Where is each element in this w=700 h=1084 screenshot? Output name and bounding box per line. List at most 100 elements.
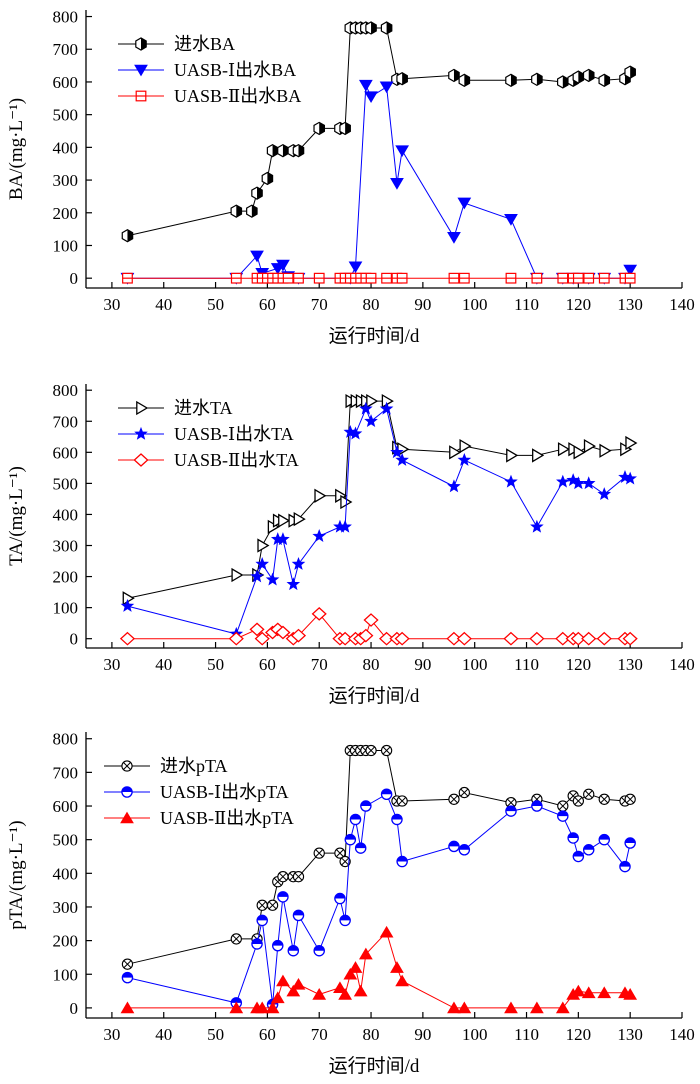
- x-tick-label: 100: [462, 1025, 488, 1044]
- data-point: [505, 272, 517, 284]
- series-2: [120, 79, 638, 285]
- data-point: [447, 232, 461, 244]
- data-point: [531, 800, 543, 812]
- x-axis-title: 运行时间/d: [329, 685, 420, 707]
- y-tick-label: 600: [53, 73, 79, 92]
- x-tick-label: 60: [259, 295, 276, 314]
- data-point: [121, 958, 134, 970]
- data-point: [583, 438, 596, 454]
- data-point: [581, 476, 596, 490]
- data-point: [353, 984, 368, 997]
- data-point: [557, 810, 569, 822]
- data-point: [456, 631, 472, 646]
- x-tick-label: 130: [617, 295, 643, 314]
- y-tick-label: 400: [53, 138, 79, 157]
- data-point: [532, 448, 545, 463]
- x-tick-label: 120: [566, 655, 592, 674]
- data-point: [255, 557, 269, 570]
- x-tick-label: 30: [103, 1025, 120, 1044]
- data-point: [365, 272, 377, 284]
- data-point: [390, 961, 404, 973]
- data-point: [364, 414, 378, 428]
- x-tick-label: 60: [259, 655, 276, 674]
- y-tick-label: 100: [53, 965, 79, 984]
- data-point: [531, 72, 543, 87]
- data-point: [231, 567, 244, 583]
- data-point: [531, 272, 543, 284]
- y-tick-label: 300: [53, 171, 79, 190]
- data-point: [254, 631, 270, 646]
- data-point: [334, 892, 346, 905]
- data-point: [596, 631, 612, 646]
- data-point: [582, 68, 595, 83]
- y-tick-label: 400: [53, 864, 79, 883]
- series-3: [120, 925, 638, 1014]
- data-point: [379, 81, 394, 94]
- legend-marker: [121, 786, 133, 798]
- series-3: [119, 606, 638, 646]
- data-point: [572, 272, 584, 284]
- data-point: [581, 631, 597, 646]
- x-tick-label: 80: [363, 1025, 380, 1044]
- y-tick-label: 700: [53, 412, 79, 431]
- data-point: [277, 891, 289, 903]
- data-point: [380, 21, 393, 35]
- data-point: [314, 488, 327, 503]
- legend-entry: 进水BA: [118, 34, 235, 54]
- data-point: [359, 401, 373, 415]
- data-point: [396, 71, 408, 86]
- data-point: [598, 793, 610, 805]
- data-point: [334, 847, 346, 859]
- data-point: [293, 511, 306, 527]
- data-point: [358, 79, 373, 92]
- data-point: [230, 933, 242, 945]
- y-tick-label: 0: [70, 999, 79, 1018]
- data-point: [266, 899, 279, 911]
- data-point: [457, 197, 472, 210]
- y-tick-label: 0: [70, 269, 79, 288]
- y-tick-label: 300: [53, 537, 79, 556]
- data-point: [312, 988, 327, 1000]
- y-tick-label: 600: [53, 797, 79, 816]
- data-point: [530, 1001, 544, 1014]
- data-point: [597, 487, 612, 501]
- data-point: [339, 914, 351, 927]
- data-point: [555, 631, 571, 646]
- data-point: [572, 70, 585, 84]
- data-point: [380, 788, 393, 800]
- series-3: [122, 272, 636, 284]
- legend-label: UASB-Ⅰ出水pTA: [160, 782, 289, 802]
- data-point: [311, 606, 327, 621]
- data-point: [506, 448, 519, 463]
- x-tick-label: 100: [462, 655, 488, 674]
- data-point: [624, 272, 636, 284]
- y-tick-label: 500: [53, 474, 79, 493]
- data-point: [119, 631, 136, 646]
- data-point: [354, 842, 367, 854]
- x-tick-label: 110: [514, 1025, 539, 1044]
- data-point: [379, 925, 394, 938]
- data-point: [572, 850, 585, 863]
- y-tick-label: 0: [70, 630, 79, 649]
- data-point: [344, 833, 357, 846]
- data-point: [624, 837, 636, 849]
- data-point: [555, 1001, 570, 1014]
- y-tick-label: 100: [53, 599, 79, 618]
- data-point: [261, 171, 274, 186]
- x-tick-label: 140: [669, 295, 695, 314]
- y-tick-label: 500: [53, 831, 79, 850]
- data-point: [395, 974, 410, 987]
- y-tick-label: 100: [53, 236, 79, 255]
- data-point: [625, 435, 638, 451]
- chart-2: 0 100 200 300 400 500 600 700 800 30 40 50 60 70 80 90 1…: [6, 381, 695, 707]
- data-point: [448, 272, 460, 284]
- data-point: [599, 443, 612, 458]
- data-point: [360, 800, 372, 812]
- data-point: [598, 73, 611, 88]
- x-tick-label: 40: [155, 295, 172, 314]
- data-point: [570, 631, 586, 646]
- chart-3: 0 100 200 300 400 500 600 700 800 30 40 50 60 70 80 90 1…: [6, 730, 695, 1077]
- data-point: [282, 272, 294, 284]
- data-point: [391, 813, 403, 826]
- data-point: [448, 840, 460, 853]
